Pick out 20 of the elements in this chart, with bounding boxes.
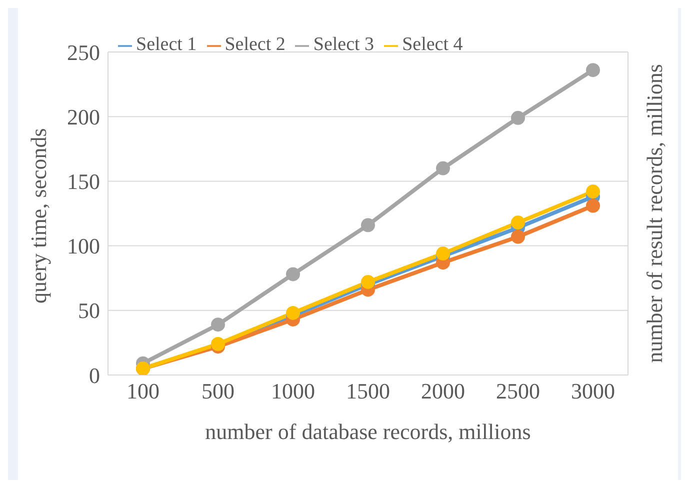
x-tick-label: 3000 bbox=[571, 378, 615, 404]
y-axis-title: query time, seconds bbox=[26, 128, 51, 304]
y-tick-label: 250 bbox=[67, 40, 100, 65]
legend-label: Select 4 bbox=[402, 34, 463, 55]
x-tick-label: 500 bbox=[202, 378, 234, 404]
y-tick-label: 0 bbox=[89, 362, 100, 388]
y-tick-label: 150 bbox=[67, 169, 100, 194]
x-tick-label: 1000 bbox=[271, 378, 315, 404]
x-tick-label: 2500 bbox=[496, 378, 540, 404]
legend-label: Select 1 bbox=[136, 34, 197, 55]
x-tick-label: 2000 bbox=[421, 378, 465, 404]
legend-label: Select 3 bbox=[313, 34, 374, 55]
y-tick-label: 100 bbox=[67, 234, 100, 259]
x-tick-label: 100 bbox=[126, 378, 160, 404]
x-axis-title: number of database records, millions bbox=[205, 419, 531, 444]
y-tick-label: 200 bbox=[67, 104, 100, 130]
y2-axis-title: number of result records, millions bbox=[642, 64, 667, 363]
x-tick-label: 1500 bbox=[346, 378, 390, 404]
y-tick-label: 50 bbox=[78, 298, 100, 324]
legend-label: Select 2 bbox=[224, 34, 286, 55]
